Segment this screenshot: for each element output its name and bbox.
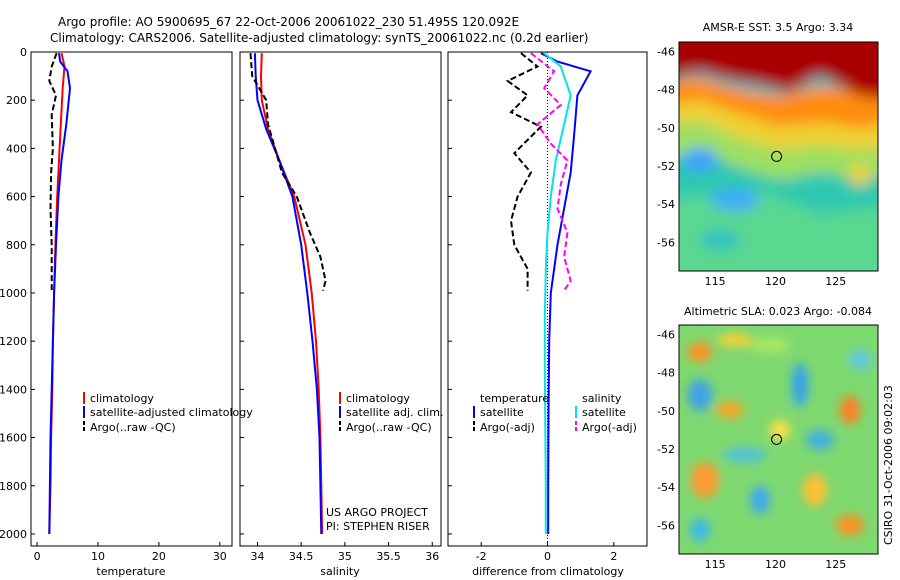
depth-ytick-label: 1200 <box>0 335 27 348</box>
axis-ticks: 0 10 20 30020040060080010001200140016001800… <box>0 46 846 571</box>
sst_map-ytick-label: -48 <box>657 84 675 97</box>
sst-map-image <box>679 42 878 271</box>
legend-label-argo: Argo(..raw -QC) <box>90 421 176 434</box>
sst_map-ytick-label: -46 <box>657 46 675 59</box>
depth-ytick-label: 1800 <box>0 480 27 493</box>
temperature-series-satellite-adjusted-climatology <box>48 53 72 535</box>
sst_map-ytick-label: -54 <box>657 198 675 211</box>
depth-ytick-label: 1600 <box>0 432 27 445</box>
difference-xtick-label: 2 <box>610 550 617 563</box>
project-annotation-line1: US ARGO PROJECT <box>326 506 428 519</box>
legend-title-temperature: temperature <box>480 392 549 405</box>
depth-ytick-label: 600 <box>6 191 27 204</box>
sla_map-xtick-label: 125 <box>825 558 846 571</box>
sst_map-ytick-label: -52 <box>657 160 675 173</box>
temperature-series-argo-raw-qc- <box>48 52 58 291</box>
salinity-xtick-label: 35.5 <box>376 550 401 563</box>
depth-ytick-label: 200 <box>6 94 27 107</box>
sst_map-xtick-label: 125 <box>825 275 846 288</box>
sla_map-ytick-label: -54 <box>657 481 675 494</box>
legend-label-temp-argo: Argo(-adj) <box>480 421 535 434</box>
sla-map-frame <box>678 324 879 555</box>
legend-label-climatology: climatology <box>346 392 410 405</box>
temperature-legend: climatology satellite-adjusted climatolo… <box>83 392 253 434</box>
temperature-xlabel: temperature <box>96 565 165 578</box>
legend-label-sal-argo: Argo(-adj) <box>582 421 637 434</box>
depth-ytick-label: 1000 <box>0 287 27 300</box>
depth-ytick-label: 2000 <box>0 528 27 541</box>
sst_map-xtick-label: 115 <box>705 275 726 288</box>
sst-argo-location-marker <box>771 150 783 162</box>
legend-label-climatology: climatology <box>90 392 154 405</box>
salinity-xtick-label: 34 <box>250 550 264 563</box>
temperature-xtick-label: 20 <box>152 550 166 563</box>
sla_map-ytick-label: -56 <box>657 519 675 532</box>
sst_map-ytick-label: -50 <box>657 122 675 135</box>
depth-ytick-label: 0 <box>20 46 27 59</box>
sla-map-image <box>679 325 878 554</box>
legend-label-sal-satellite: satellite <box>582 406 626 419</box>
salinity-series-argo-raw-qc- <box>249 53 327 291</box>
figure-title-line1: Argo profile: AO 5900695_67 22-Oct-2006 … <box>58 15 519 29</box>
salinity-xlabel: salinity <box>320 565 360 578</box>
salinity-xtick-label: 36 <box>425 550 439 563</box>
difference-xtick-label: 0 <box>544 550 551 563</box>
difference-legend: temperature salinity satellite Argo(-adj… <box>473 392 637 434</box>
sla_map-xtick-label: 115 <box>705 558 726 571</box>
sla_map-ytick-label: -46 <box>657 329 675 342</box>
salinity-series-satellite-adj-clim- <box>253 53 323 535</box>
csiro-timestamp: CSIRO 31-Oct-2006 09:02:03 <box>882 385 895 545</box>
legend-title-salinity: salinity <box>582 392 622 405</box>
salinity-panel-frame <box>239 51 442 547</box>
salinity-xtick-label: 35 <box>338 550 352 563</box>
legend-label-satellite: satellite-adjusted climatology <box>90 406 253 419</box>
temperature-xtick-label: 10 <box>91 550 105 563</box>
difference-series-salinity-argo-adj- <box>530 52 572 292</box>
difference-series-salinity-satellite <box>543 52 572 534</box>
temperature-xtick-label: 0 <box>34 550 41 563</box>
legend-label-temp-satellite: satellite <box>480 406 524 419</box>
difference-series-temperature-argo-adj- <box>505 52 543 291</box>
difference-series-temperature-satellite <box>540 52 593 534</box>
salinity-legend: climatology satellite adj. clim. Argo(..… <box>339 392 443 434</box>
figure-title-line2: Climatology: CARS2006. Satellite-adjuste… <box>50 31 588 45</box>
sla-argo-location-marker <box>771 433 783 445</box>
sla_map-ytick-label: -52 <box>657 443 675 456</box>
difference-xtick-label: -2 <box>476 550 487 563</box>
sla-map-title: Altimetric SLA: 0.023 Argo: -0.084 <box>684 305 872 318</box>
salinity-xtick-label: 34.5 <box>289 550 314 563</box>
sst_map-ytick-label: -56 <box>657 236 675 249</box>
depth-ytick-label: 1400 <box>0 383 27 396</box>
depth-ytick-label: 400 <box>6 142 27 155</box>
sst-map-frame <box>678 41 879 272</box>
sla_map-ytick-label: -50 <box>657 405 675 418</box>
depth-ytick-label: 800 <box>6 239 27 252</box>
sla_map-ytick-label: -48 <box>657 367 675 380</box>
temperature-xtick-label: 30 <box>213 550 227 563</box>
sst_map-xtick-label: 120 <box>765 275 786 288</box>
difference-xlabel: difference from climatology <box>472 565 624 578</box>
sst-map-title: AMSR-E SST: 3.5 Argo: 3.34 <box>703 21 854 34</box>
profile-series <box>48 52 593 546</box>
legend-label-argo: Argo(..raw -QC) <box>346 421 432 434</box>
legend-label-satellite: satellite adj. clim. <box>346 406 443 419</box>
sla_map-xtick-label: 120 <box>765 558 786 571</box>
project-annotation-line2: PI: STEPHEN RISER <box>326 520 430 533</box>
